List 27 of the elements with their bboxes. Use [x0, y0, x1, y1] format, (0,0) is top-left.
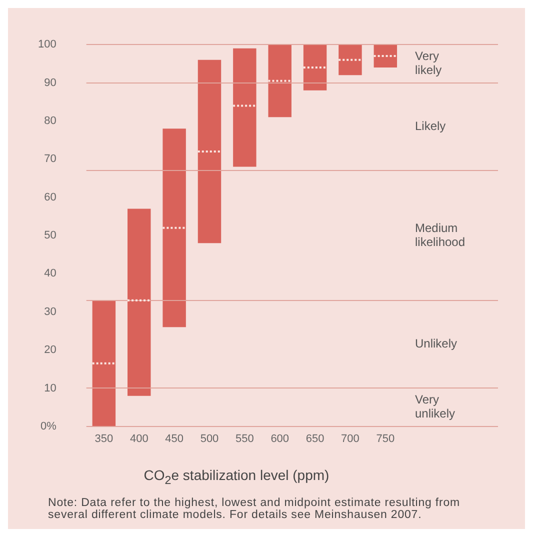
text: Very unlikely — [415, 392, 456, 421]
x-tick-label: 600 — [270, 433, 290, 446]
text: Unlikely — [415, 336, 458, 351]
y-tick-label: 50 — [44, 230, 56, 242]
y-tick-label: 0% — [40, 420, 57, 432]
y-tick-label: 80 — [44, 114, 56, 127]
text: Medium likelihood — [415, 220, 466, 249]
x-tick-label: 400 — [130, 433, 148, 446]
x-tick-label: 700 — [341, 433, 360, 446]
y-tick-label: 100 — [38, 38, 56, 51]
x-tick-label: 450 — [165, 433, 184, 446]
x-tick-label: 500 — [200, 433, 219, 446]
text: Very likely — [415, 49, 442, 78]
y-tick-label: 10 — [44, 382, 56, 394]
y-tick-label: 90 — [44, 76, 56, 89]
x-tick-label: 750 — [376, 433, 395, 446]
y-tick-label: 20 — [44, 344, 56, 356]
x-tick-label: 550 — [235, 433, 254, 446]
x-tick-label: 350 — [94, 433, 114, 446]
y-tick-label: 30 — [44, 306, 56, 318]
text: Note: Data refer to the highest, lowest and midpoint estimate resulting from several different climate models. For details see Meinshausen 2007. — [48, 496, 462, 521]
text: Likely — [415, 119, 446, 133]
y-tick-label: 60 — [44, 191, 56, 204]
y-tick-label: 40 — [44, 268, 56, 280]
y-tick-label: 70 — [44, 153, 56, 166]
x-tick-label: 650 — [306, 433, 324, 446]
x-axis-title: CO$_{2}$e stabilization level (ppm) — [142, 467, 330, 487]
